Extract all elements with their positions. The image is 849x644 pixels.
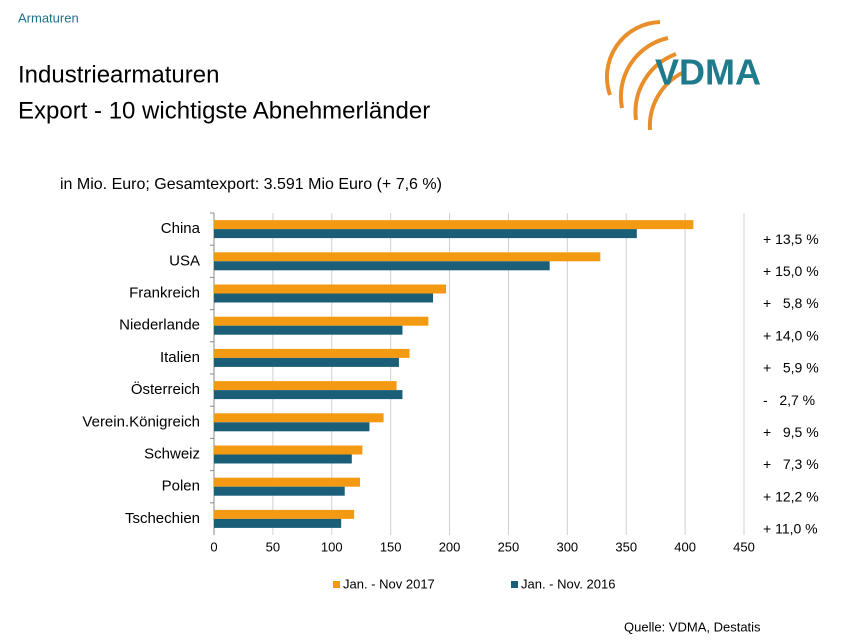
y-tick-label: Österreich xyxy=(131,380,200,398)
logo xyxy=(604,20,685,131)
bar xyxy=(214,477,361,487)
legend-label: Jan. - Nov 2017 xyxy=(343,576,435,591)
bar xyxy=(214,422,370,432)
bar xyxy=(214,220,694,230)
legend-label: Jan. - Nov. 2016 xyxy=(521,576,615,591)
chart-title: Industriearmaturen xyxy=(18,61,219,88)
change-label: + 9,5 % xyxy=(763,424,819,440)
bar xyxy=(214,348,410,358)
y-tick-label: Niederlande xyxy=(119,317,200,334)
bar xyxy=(214,390,403,400)
y-tick-label: Frankreich xyxy=(129,284,200,301)
x-tick-label: 200 xyxy=(439,539,461,554)
y-tick-label: Italien xyxy=(160,349,200,366)
y-tick-label: Verein.Königreich xyxy=(82,413,200,430)
logo-arc xyxy=(647,70,685,131)
header: Armaturen xyxy=(18,10,79,25)
legend-swatch xyxy=(333,581,340,588)
bar xyxy=(214,357,399,367)
source: Quelle: VDMA, Destatis xyxy=(624,619,761,634)
x-tick-label: 150 xyxy=(380,539,402,554)
bar xyxy=(214,284,447,294)
x-tick-label: 400 xyxy=(674,539,696,554)
chart-title: Export - 10 wichtigste Abnehmerländer xyxy=(18,97,430,124)
change-label: + 11,0 % xyxy=(763,521,818,537)
change-label: + 13,5 % xyxy=(763,231,819,247)
change-label: + 15,0 % xyxy=(763,263,819,279)
change-label: + 14,0 % xyxy=(763,327,819,343)
x-tick-label: 100 xyxy=(321,539,343,554)
x-tick-label: 250 xyxy=(498,539,520,554)
change-label: + 5,9 % xyxy=(763,360,819,376)
y-tick-label: Tschechien xyxy=(125,510,200,527)
bar xyxy=(214,252,601,262)
y-tick-label: China xyxy=(161,220,201,237)
y-tick-label: Polen xyxy=(162,478,200,495)
bar xyxy=(214,518,342,528)
bar xyxy=(214,293,434,303)
bar xyxy=(214,509,355,519)
bar xyxy=(214,316,429,326)
x-tick-label: 50 xyxy=(266,539,280,554)
logo-arc xyxy=(618,36,669,109)
x-tick-label: 300 xyxy=(556,539,578,554)
bar xyxy=(214,229,637,239)
bar xyxy=(214,261,550,271)
bar xyxy=(214,381,397,391)
change-label: - 2,7 % xyxy=(763,392,815,408)
logo-arc xyxy=(633,52,677,121)
x-tick-label: 350 xyxy=(615,539,637,554)
x-tick-label: 0 xyxy=(210,539,217,554)
bar xyxy=(214,325,403,335)
bar xyxy=(214,445,363,455)
bar xyxy=(214,486,345,496)
change-label: + 5,8 % xyxy=(763,295,819,311)
logo-arc xyxy=(604,20,661,96)
legend-swatch xyxy=(511,581,518,588)
bar xyxy=(214,454,352,464)
change-label: + 7,3 % xyxy=(763,456,819,472)
bar xyxy=(214,413,384,423)
logo-text: VDMA xyxy=(655,52,761,93)
y-tick-label: USA xyxy=(169,252,200,269)
y-tick-label: Schweiz xyxy=(144,445,200,462)
chart-subtitle: in Mio. Euro; Gesamtexport: 3.591 Mio Eu… xyxy=(60,176,442,193)
x-tick-label: 450 xyxy=(733,539,755,554)
change-label: + 12,2 % xyxy=(763,488,819,504)
